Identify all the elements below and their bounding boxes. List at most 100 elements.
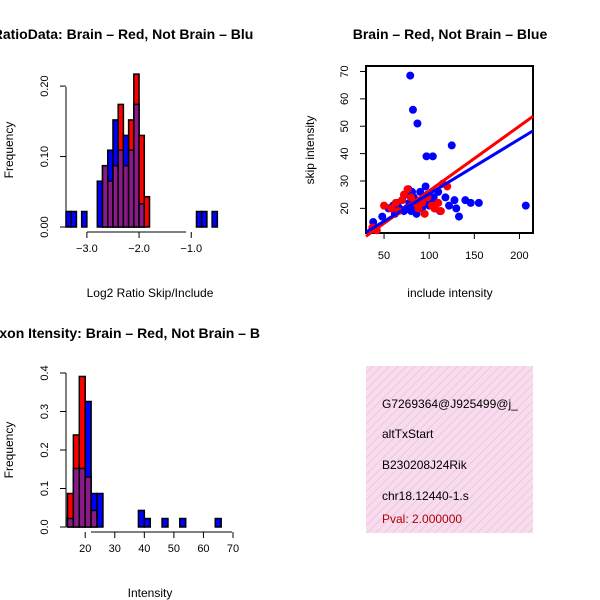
scatter-point-not-brain	[441, 193, 450, 202]
intensity-bar-not-brain	[214, 517, 222, 528]
scatter-point-not-brain	[454, 212, 463, 221]
ratio-x-tick-label: −2.0	[128, 243, 150, 255]
intensity-bar-overlap	[72, 467, 81, 528]
ratio-bar-overlap	[107, 180, 114, 228]
intensity-bar-not-brain	[179, 517, 187, 528]
intensity-x-tick-label: 60	[197, 543, 209, 555]
ratio-bar-not-brain	[96, 180, 104, 228]
intensity-histogram: Exon Itensity: Brain – Red, Not Brain – …	[0, 325, 260, 600]
intensity-bar-overlap	[90, 509, 98, 528]
scatter-point-not-brain	[474, 198, 483, 207]
intensity-x-tick-label: 20	[79, 543, 91, 555]
scatter-point-not-brain	[406, 71, 415, 80]
scatter-y-tick-label: 20	[339, 202, 351, 214]
scatter-point-not-brain	[378, 212, 387, 221]
ratio-x-tick-label: −3.0	[76, 243, 98, 255]
scatter-point-not-brain	[447, 141, 456, 150]
intensity-x-tick-label: 70	[227, 543, 239, 555]
ratio-y-tick-label: 0.20	[39, 75, 51, 96]
scatter-y-tick-label: 40	[339, 147, 351, 159]
scatter-y-tick-label: 50	[339, 120, 351, 132]
scatter-x-tick-label: 200	[510, 250, 528, 262]
scatter-x-label: include intensity	[407, 286, 492, 300]
ratio-y-tick-label: 0.10	[39, 146, 51, 167]
intensity-bar-overlap	[78, 467, 86, 528]
intensity-y-tick-label: 0.4	[39, 365, 51, 380]
scatter-y-tick-label: 30	[339, 175, 351, 187]
ratio-bar-overlap	[101, 164, 109, 228]
scatter-point-brain	[391, 198, 400, 207]
intensity-histogram-title: Exon Itensity: Brain – Red, Not Brain – …	[0, 325, 260, 341]
intensity-bar-not-brain	[137, 509, 146, 528]
ratio-bar-overlap	[117, 149, 125, 228]
scatter-title: Brain – Red, Not Brain – Blue	[353, 26, 548, 42]
ratio-bar-not-brain	[70, 210, 78, 228]
intensity-bar-overlap	[66, 517, 75, 528]
intensity-y-tick-label: 0.2	[39, 442, 51, 457]
intensity-y-tick-label: 0.0	[39, 519, 51, 534]
ratio-bar-brain	[143, 195, 151, 228]
ratio-bar-overlap	[133, 103, 140, 228]
intensity-x-tick-label: 50	[168, 543, 180, 555]
intensity-y-label: Frequency	[2, 422, 16, 479]
ratio-x-label: Log2 Ratio Skip/Include	[87, 286, 214, 300]
info-box: G7269364@J925499@j_ altTxStart B230208J2…	[366, 366, 533, 533]
scatter-point-not-brain	[452, 204, 461, 213]
scatter-point-not-brain	[421, 182, 430, 191]
intensity-scatter: Brain – Red, Not Brain – Blue 50 100 150 20…	[303, 26, 547, 300]
ratio-bar-overlap	[127, 149, 135, 228]
scatter-y-label: skip intensity	[303, 116, 317, 185]
info-line-event-type: altTxStart	[382, 427, 434, 441]
scatter-point-brain	[434, 198, 443, 207]
ratio-y-tick-label: 0.00	[39, 216, 51, 237]
scatter-point-brain	[403, 185, 412, 194]
scatter-x-tick-label: 50	[378, 250, 390, 262]
intensity-y-tick-label: 0.1	[39, 481, 51, 496]
intensity-bar-overlap	[84, 476, 92, 528]
ratio-bar-not-brain	[195, 210, 203, 228]
ratio-bar-not-brain	[65, 210, 72, 228]
scatter-point-not-brain	[428, 152, 437, 161]
scatter-x-tick-label: 100	[420, 250, 438, 262]
intensity-x-label: Intensity	[128, 586, 173, 600]
fit-line-not-brain	[365, 129, 534, 234]
scatter-point-not-brain	[408, 105, 417, 114]
scatter-point-brain	[387, 204, 396, 213]
scatter-point-not-brain	[450, 196, 459, 205]
intensity-x-tick-label: 40	[138, 543, 150, 555]
ratio-y-label: Frequency	[2, 122, 16, 179]
scatter-point-not-brain	[422, 152, 431, 161]
scatter-point-not-brain	[466, 198, 475, 207]
scatter-point-brain	[420, 209, 429, 218]
intensity-bar-not-brain	[161, 517, 169, 528]
intensity-bar-not-brain	[143, 517, 151, 528]
info-box-background	[366, 366, 533, 533]
intensity-bar-not-brain	[96, 492, 104, 528]
ratio-x-tick-label: −1.0	[180, 243, 202, 255]
ratio-bar-not-brain	[211, 210, 219, 228]
scatter-point-brain	[380, 201, 389, 210]
scatter-point-not-brain	[416, 187, 425, 196]
scatter-point-brain	[407, 193, 416, 202]
ratio-histogram: RatioData: Brain – Red, Not Brain – Blu …	[0, 26, 253, 300]
info-pval: Pval: 2.000000	[382, 512, 462, 526]
scatter-plot-frame	[365, 65, 534, 234]
intensity-y-tick-label: 0.3	[39, 404, 51, 419]
ratio-bar-overlap	[112, 164, 119, 228]
ratio-bar-overlap	[122, 164, 130, 228]
intensity-x-tick-label: 30	[109, 543, 121, 555]
scatter-x-tick-label: 150	[465, 250, 483, 262]
scatter-y-tick-label: 70	[339, 65, 351, 77]
ratio-histogram-title: RatioData: Brain – Red, Not Brain – Blu	[0, 26, 253, 42]
scatter-point-not-brain	[445, 201, 454, 210]
scatter-y-tick-label: 60	[339, 93, 351, 105]
scatter-point-not-brain	[521, 201, 530, 210]
ratio-bar-not-brain	[200, 210, 208, 228]
scatter-point-brain	[436, 207, 445, 216]
ratio-bar-not-brain	[80, 210, 88, 228]
scatter-point-not-brain	[413, 119, 422, 128]
ratio-bar-overlap	[138, 203, 146, 228]
info-line-location: chr18.12440-1.s	[382, 489, 469, 503]
info-line-probe-id: G7269364@J925499@j_	[382, 397, 518, 411]
